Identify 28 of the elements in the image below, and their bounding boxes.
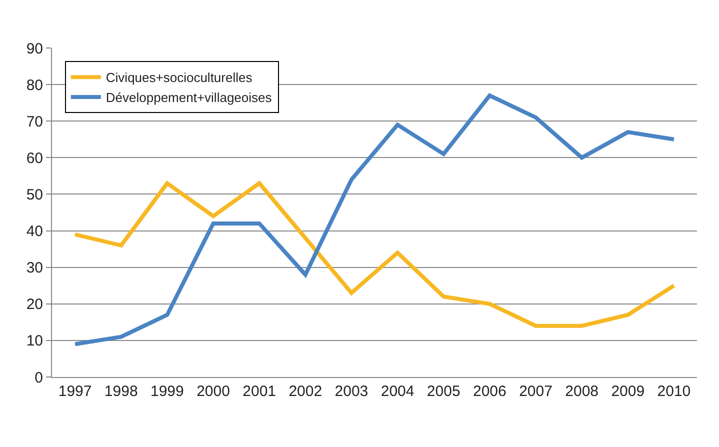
legend-label: Civiques+socioculturelles: [106, 70, 253, 86]
x-tick-label: 2004: [380, 383, 414, 400]
x-tick-label: 2008: [565, 383, 599, 400]
y-tick-label: 60: [26, 150, 43, 167]
x-tick-label: 2005: [426, 383, 460, 400]
y-tick-label: 30: [26, 260, 43, 277]
x-tick-label: 2003: [334, 383, 368, 400]
x-tick-label: 2001: [242, 383, 276, 400]
x-tick-label: 1997: [58, 383, 92, 400]
x-tick-label: 2007: [519, 383, 552, 400]
x-tick-label: 2000: [196, 383, 230, 400]
y-tick-label: 0: [34, 369, 43, 386]
y-tick-label: 80: [26, 76, 43, 94]
y-tick-label: 70: [26, 113, 43, 130]
x-tick-label: 2006: [472, 383, 506, 400]
x-tick-label: 1999: [150, 383, 184, 400]
legend-label: Développement+villageoises: [106, 90, 272, 106]
x-tick-label: 1998: [104, 383, 138, 400]
x-tick-label: 2010: [657, 383, 691, 400]
y-tick-label: 40: [26, 223, 43, 240]
x-tick-label: 2002: [288, 383, 322, 400]
x-tick-label: 2009: [611, 383, 645, 400]
y-tick-label: 50: [26, 186, 43, 204]
y-tick-label: 20: [26, 296, 43, 314]
y-tick-label: 90: [26, 40, 43, 58]
y-tick-label: 10: [26, 332, 43, 350]
line-series: [73, 181, 676, 328]
line-series: [73, 94, 676, 346]
